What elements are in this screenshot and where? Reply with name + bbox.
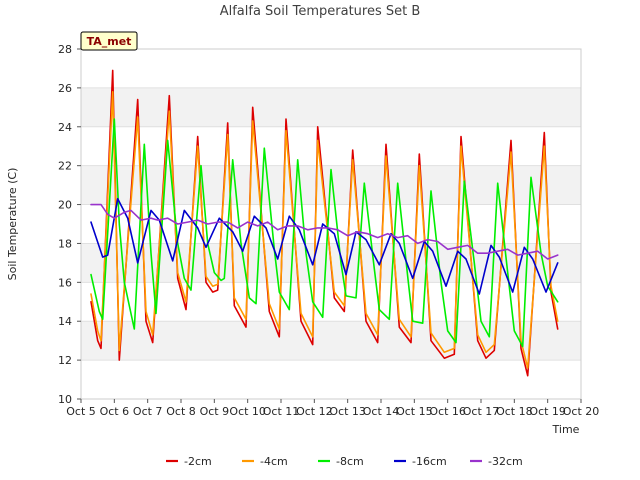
x-tick-label: Oct 13 <box>329 405 366 418</box>
x-tick-label: Oct 11 <box>263 405 300 418</box>
x-tick-label: Oct 8 <box>166 405 196 418</box>
legend-label: -2cm <box>184 455 212 468</box>
x-tick-label: Oct 12 <box>296 405 333 418</box>
x-tick-label: Oct 15 <box>396 405 433 418</box>
x-tick-label: Oct 18 <box>496 405 533 418</box>
grid-band <box>81 87 581 127</box>
legend-label: -8cm <box>336 455 364 468</box>
legend: -2cm -4cm -8cm -16cm -32cm <box>166 455 523 468</box>
x-tick-label: Oct 17 <box>463 405 500 418</box>
legend-item: -4cm <box>242 455 288 468</box>
legend-item: -8cm <box>318 455 364 468</box>
legend-item: -32cm <box>470 455 523 468</box>
series-line-8cm <box>90 118 559 348</box>
y-tick-label: 18 <box>58 237 72 250</box>
y-tick-label: 12 <box>58 354 72 367</box>
grid-band <box>81 321 581 361</box>
plot-frame <box>80 48 582 400</box>
y-tick-label: 14 <box>58 315 72 328</box>
series-line-4cm <box>90 91 559 369</box>
y-tick-label: 20 <box>58 199 72 212</box>
y-tick-label: 10 <box>58 393 72 406</box>
y-tick-label: 24 <box>58 121 72 134</box>
station-badge-box <box>80 31 138 51</box>
y-tick-label: 26 <box>58 82 72 95</box>
x-axis-title: Time <box>552 423 580 436</box>
legend-label: -32cm <box>488 455 523 468</box>
series-layer <box>90 69 559 377</box>
station-badge-label: TA_met <box>87 35 132 48</box>
station-badge: TA_met <box>80 31 138 51</box>
y-tick-label: 28 <box>58 43 72 56</box>
y-axis-title: Soil Temperature (C) <box>6 168 19 281</box>
chart-title: Alfalfa Soil Temperatures Set B <box>220 4 421 19</box>
x-tick-label: Oct 16 <box>429 405 466 418</box>
x-tick-label: Oct 9 <box>200 405 230 418</box>
x-tick-label: Oct 5 <box>66 405 96 418</box>
legend-label: -4cm <box>260 455 288 468</box>
series-line-32cm <box>90 203 559 260</box>
legend-item: -2cm <box>166 455 212 468</box>
y-axis-ticks: 10 12 14 16 18 20 22 24 26 28 <box>58 43 81 406</box>
x-tick-label: Oct 7 <box>133 405 163 418</box>
x-tick-label: Oct 6 <box>100 405 130 418</box>
legend-item: -16cm <box>394 455 447 468</box>
x-tick-label: Oct 10 <box>229 405 266 418</box>
x-tick-label: Oct 14 <box>363 405 400 418</box>
y-tick-label: 16 <box>58 276 72 289</box>
y-tick-label: 22 <box>58 160 72 173</box>
legend-label: -16cm <box>412 455 447 468</box>
x-tick-label: Oct 20 <box>563 405 600 418</box>
x-tick-label: Oct 19 <box>529 405 566 418</box>
